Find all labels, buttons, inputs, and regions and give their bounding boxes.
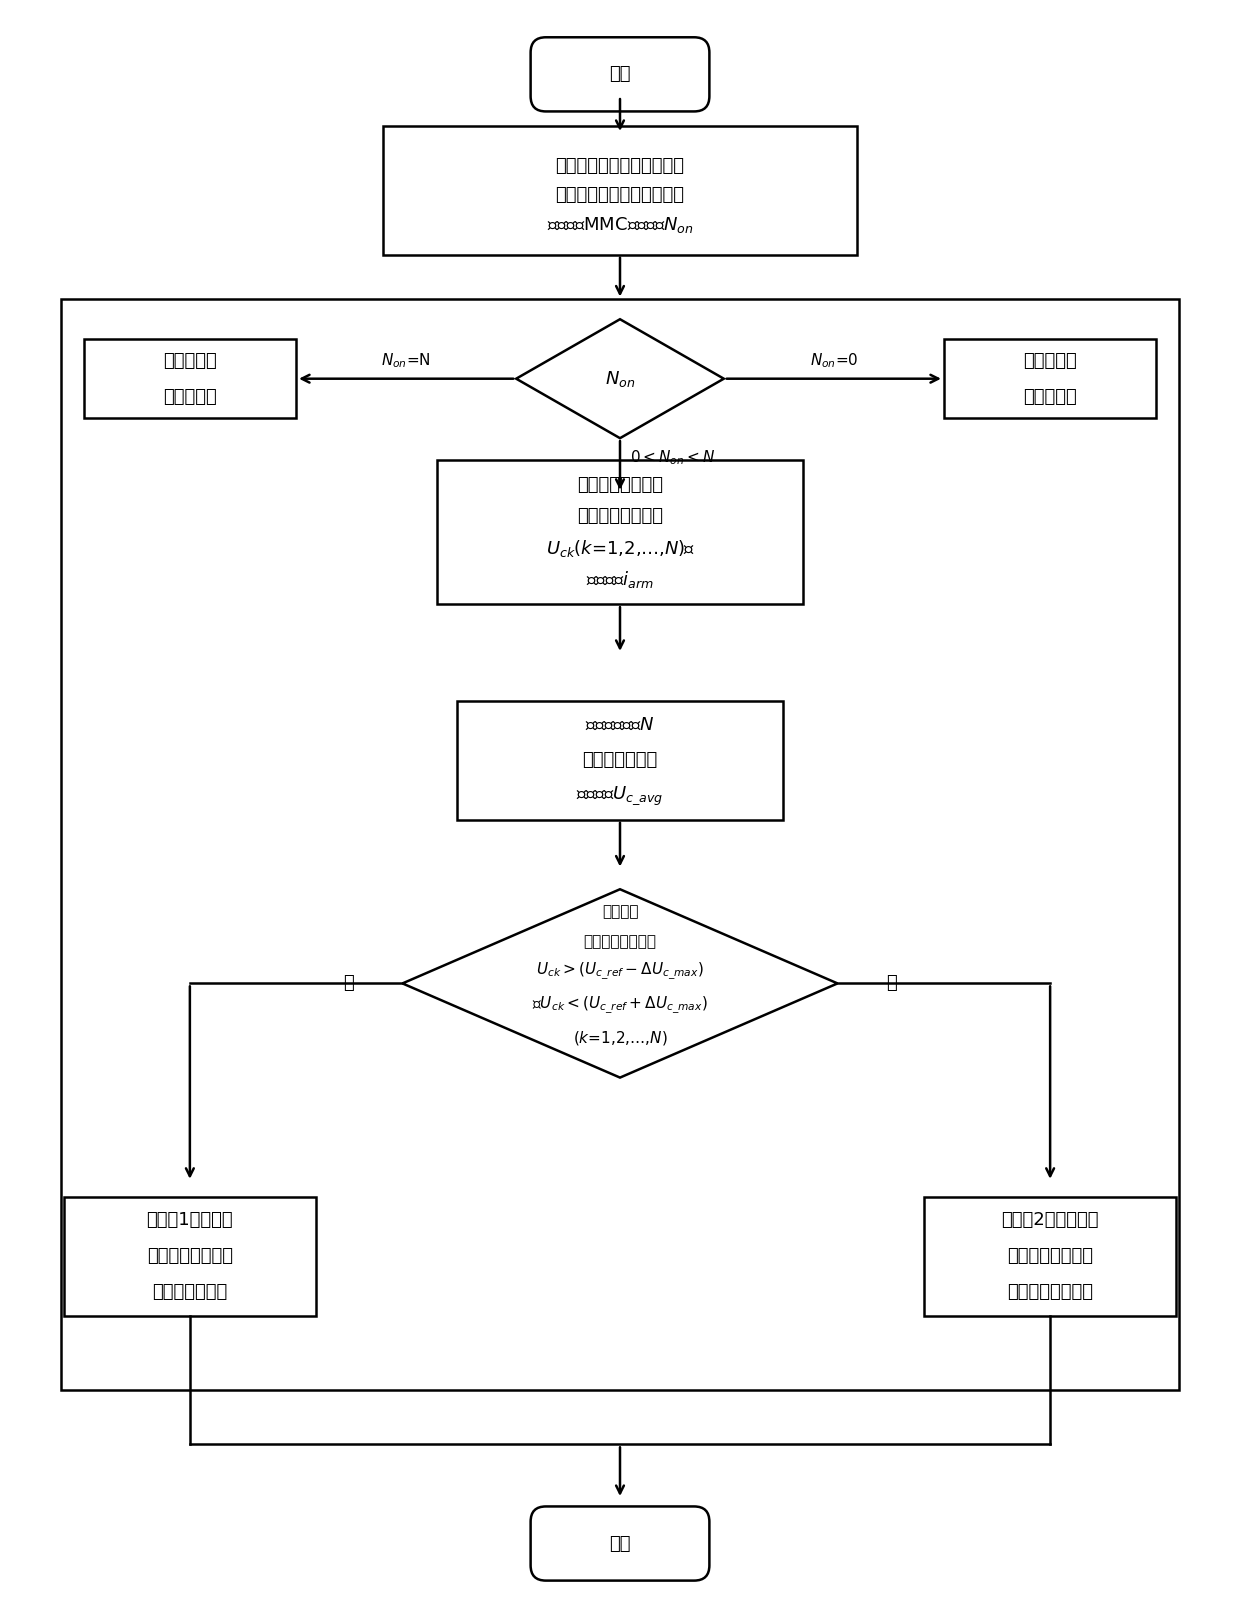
Bar — [924, 1197, 1177, 1315]
Text: 采集当前桥臂上每: 采集当前桥臂上每 — [577, 476, 663, 494]
Bar — [456, 701, 784, 820]
Bar — [944, 338, 1157, 419]
Bar — [383, 125, 857, 255]
Text: $N_{on}$=0: $N_{on}$=0 — [810, 351, 858, 371]
Text: 且$U_{ck}<$($U_{c\_ref}+\Delta U_{c\_max}$): 且$U_{ck}<$($U_{c\_ref}+\Delta U_{c\_max}… — [532, 994, 708, 1015]
FancyBboxPatch shape — [531, 37, 709, 111]
Text: 所有子模块: 所有子模块 — [1023, 388, 1078, 406]
Text: 压均衡控制方法: 压均衡控制方法 — [153, 1283, 227, 1301]
Text: 开始: 开始 — [609, 66, 631, 83]
Text: 结束: 结束 — [609, 1535, 631, 1553]
Text: 每个子模: 每个子模 — [601, 905, 639, 919]
Bar — [63, 1197, 316, 1315]
Text: 块电容电压都满足: 块电容电压都满足 — [584, 934, 656, 950]
Text: 是: 是 — [342, 974, 353, 993]
Text: $0<N_{on}<N$: $0<N_{on}<N$ — [630, 449, 715, 467]
Text: 否: 否 — [887, 974, 898, 993]
Text: $U_{ck}$($k$=1,2,…,$N$)和: $U_{ck}$($k$=1,2,…,$N$)和 — [546, 537, 694, 558]
Polygon shape — [403, 889, 837, 1078]
Text: 子程序2：基于改进: 子程序2：基于改进 — [1002, 1211, 1099, 1229]
Text: 根据控制系统选用的调制策: 根据控制系统选用的调制策 — [556, 157, 684, 175]
Bar — [83, 338, 296, 419]
Text: $U_{ck}>$($U_{c\_ref}-\Delta U_{c\_max}$): $U_{ck}>$($U_{c\_ref}-\Delta U_{c\_max}$… — [536, 961, 704, 982]
Text: $N_{on}$: $N_{on}$ — [605, 369, 635, 388]
Text: 要投入的MMC子模块数$N_{on}$: 要投入的MMC子模块数$N_{on}$ — [547, 215, 693, 236]
Polygon shape — [516, 319, 724, 438]
Text: $N_{on}$=N: $N_{on}$=N — [381, 351, 432, 371]
Bar — [436, 460, 804, 605]
Text: 切除该桥臂: 切除该桥臂 — [1023, 351, 1078, 371]
Text: 排序的子模块电容: 排序的子模块电容 — [1007, 1246, 1094, 1266]
Text: 电压直接均衡方法: 电压直接均衡方法 — [1007, 1283, 1094, 1301]
Text: 序的子模块电容电: 序的子模块电容电 — [146, 1246, 233, 1266]
Text: 略计算出某一时刻各桥臂需: 略计算出某一时刻各桥臂需 — [556, 186, 684, 204]
Text: 求出该桥臂上$N$: 求出该桥臂上$N$ — [585, 715, 655, 733]
Text: 个子模块电容电: 个子模块电容电 — [583, 751, 657, 770]
Text: 子程序1：无需排: 子程序1：无需排 — [146, 1211, 233, 1229]
Text: 所有子模块: 所有子模块 — [162, 388, 217, 406]
Text: 投入该桥臂: 投入该桥臂 — [162, 351, 217, 371]
Text: 压平均值$U_{c\_avg}$: 压平均值$U_{c\_avg}$ — [577, 784, 663, 807]
Bar — [61, 300, 1179, 1389]
Text: 桥臂电流$i_{arm}$: 桥臂电流$i_{arm}$ — [587, 569, 653, 590]
Text: ($k$=1,2,…,$N$): ($k$=1,2,…,$N$) — [573, 1028, 667, 1047]
Text: 个子模块电容电压: 个子模块电容电压 — [577, 507, 663, 526]
FancyBboxPatch shape — [531, 1506, 709, 1580]
